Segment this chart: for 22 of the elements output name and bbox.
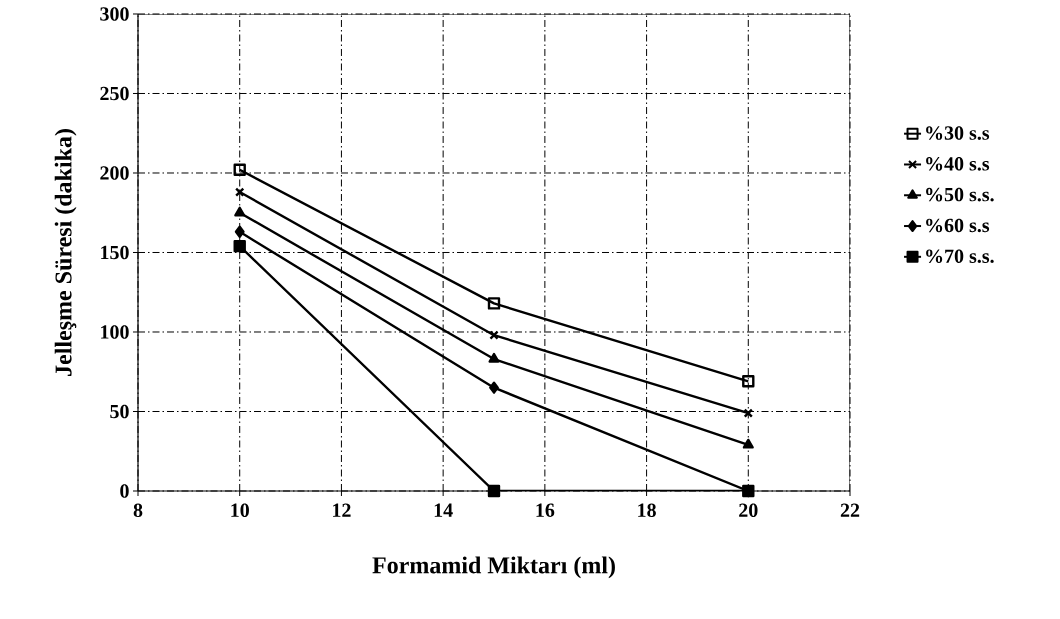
- y-tick-label: 150: [101, 245, 129, 260]
- y-tick-label: 100: [101, 325, 129, 339]
- y-axis-title: Jelleşme Süresi (dakika): [54, 129, 77, 376]
- x-tick-label: 16: [536, 503, 555, 517]
- x-axis-title: Formamid Miktarı (ml): [372, 556, 615, 579]
- y-tick-label: 300: [100, 7, 129, 21]
- x-tick-label: 8: [133, 503, 143, 518]
- legend-label: %70 s.s.: [926, 249, 994, 263]
- legend-label: %40 s.s: [926, 157, 990, 171]
- x-tick-label: 14: [434, 503, 453, 517]
- legend-label: %30 s.s: [926, 126, 990, 140]
- x-tick-label: 22: [840, 503, 860, 517]
- y-tick-label: 0: [120, 484, 129, 498]
- y-tick-label: 50: [110, 404, 129, 419]
- y-tick-label: 200: [100, 166, 129, 180]
- x-tick-label: 12: [333, 503, 351, 517]
- x-tick-label: 10: [231, 503, 249, 518]
- x-tick-label: 20: [739, 503, 758, 518]
- y-tick-label: 250: [100, 86, 129, 101]
- x-tick-label: 18: [638, 503, 656, 518]
- legend-label: %60 s.s: [926, 218, 990, 233]
- legend-label: %50 s.s.: [926, 187, 994, 202]
